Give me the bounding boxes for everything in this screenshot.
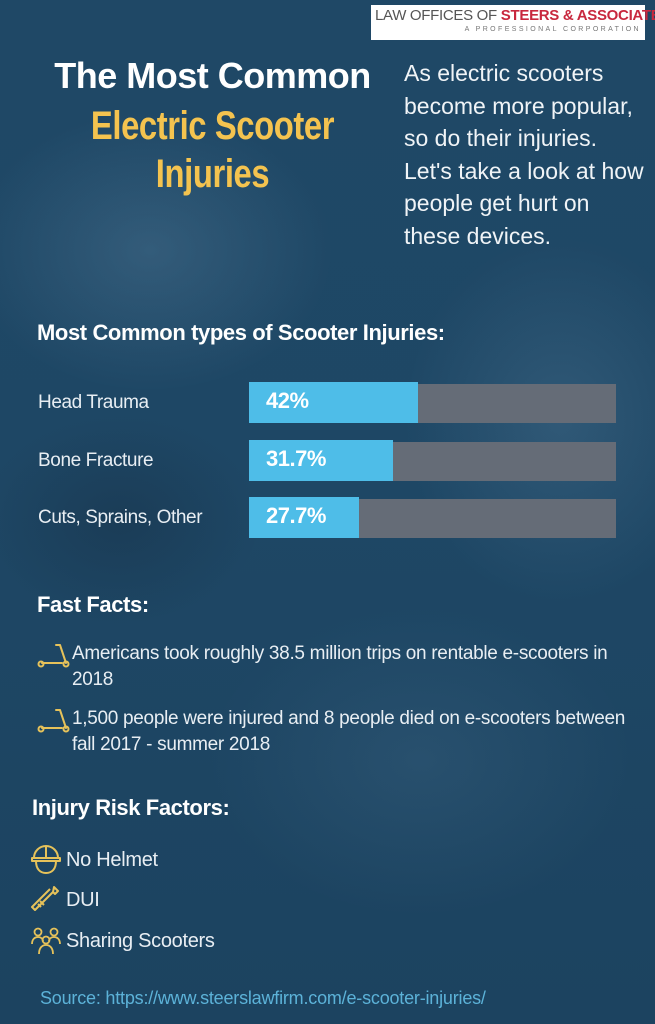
- title-line-1: The Most Common: [54, 55, 371, 96]
- bar-label: Cuts, Sprains, Other: [38, 507, 203, 528]
- people-group-icon: [30, 926, 62, 956]
- risk-text: No Helmet: [66, 849, 158, 871]
- bar-row-cuts-sprains: Cuts, Sprains, Other 27.7%: [0, 497, 655, 538]
- bar-fill: 27.7%: [249, 497, 359, 538]
- logo-title: LAW OFFICES OF STEERS & ASSOCIATES: [375, 7, 655, 24]
- bar-fill: 31.7%: [249, 440, 393, 481]
- bar-track: 27.7%: [249, 497, 616, 538]
- fast-facts-heading: Fast Facts:: [37, 592, 149, 617]
- law-firm-logo: LAW OFFICES OF STEERS & ASSOCIATES A PRO…: [371, 5, 655, 40]
- fact-text: 1,500 people were injured and 8 people d…: [72, 708, 626, 755]
- risk-factors-heading: Injury Risk Factors:: [32, 795, 230, 820]
- chart-heading: Most Common types of Scooter Injuries:: [37, 320, 445, 345]
- bar-value: 27.7%: [266, 503, 326, 528]
- helmet-icon: [30, 845, 62, 875]
- bar-label: Head Trauma: [38, 392, 149, 413]
- bar-track: 31.7%: [249, 440, 616, 481]
- logo-subtitle: A PROFESSIONAL CORPORATION: [464, 26, 641, 33]
- risk-text: DUI: [66, 889, 100, 911]
- page-title: The Most Common Electric Scooter Injurie…: [30, 52, 395, 196]
- bottle-icon: [30, 885, 62, 915]
- bar-value: 31.7%: [266, 446, 326, 471]
- source-link[interactable]: Source: https://www.steerslawfirm.com/e-…: [40, 988, 486, 1008]
- title-line-2: Electric Scooter: [90, 104, 335, 148]
- bar-label: Bone Fracture: [38, 450, 154, 471]
- scooter-icon: [36, 643, 70, 669]
- bar-fill: 42%: [249, 382, 418, 423]
- fact-text: Americans took roughly 38.5 million trip…: [72, 643, 608, 690]
- scooter-icon: [36, 708, 70, 734]
- bar-row-bone-fracture: Bone Fracture 31.7%: [0, 440, 655, 481]
- risk-text: Sharing Scooters: [66, 930, 215, 952]
- bar-value: 42%: [266, 388, 309, 413]
- intro-paragraph: As electric scooters become more popular…: [404, 60, 644, 249]
- bar-track: 42%: [249, 382, 616, 423]
- title-line-3: Injuries: [155, 152, 270, 196]
- bar-row-head-trauma: Head Trauma 42%: [0, 382, 655, 423]
